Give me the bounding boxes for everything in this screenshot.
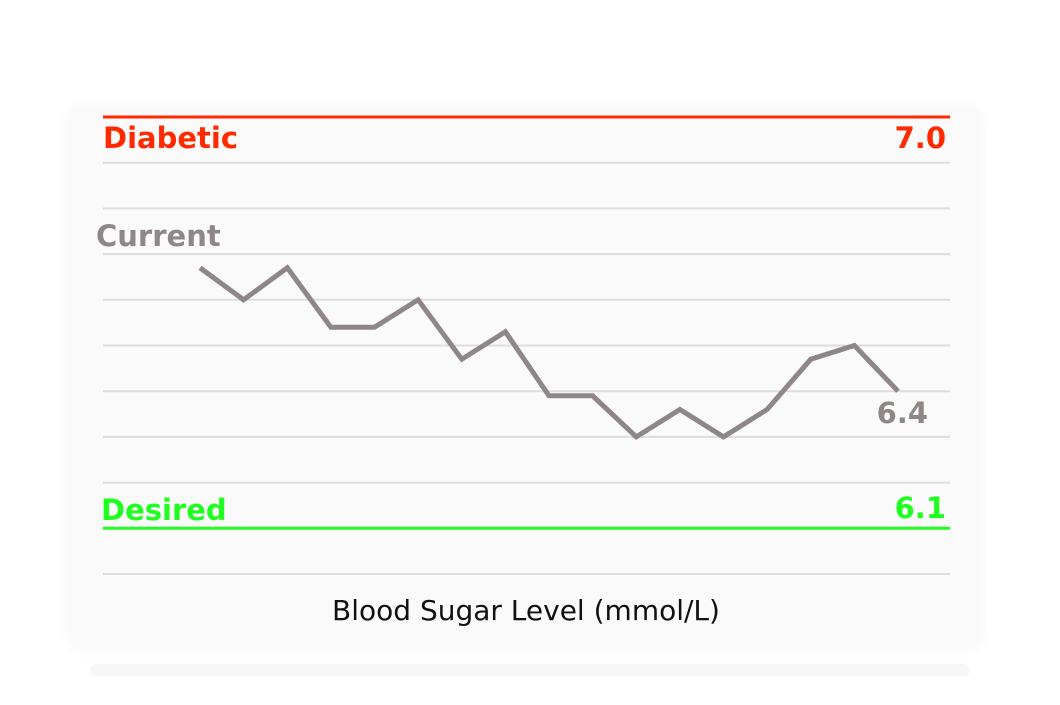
end-value-label: 6.4 <box>877 396 928 430</box>
diabetic-value-label: 7.0 <box>895 121 946 155</box>
card-shadow <box>90 664 970 676</box>
current-series-line <box>198 264 900 441</box>
desired-value-label: 6.1 <box>895 491 946 525</box>
desired-label: Desired <box>101 493 227 527</box>
grid-lines <box>103 161 950 575</box>
x-axis-label: Blood Sugar Level (mmol/L) <box>332 594 720 627</box>
diabetic-label: Diabetic <box>103 121 238 155</box>
current-series-label: Current <box>96 219 221 253</box>
chart-card <box>70 108 980 648</box>
